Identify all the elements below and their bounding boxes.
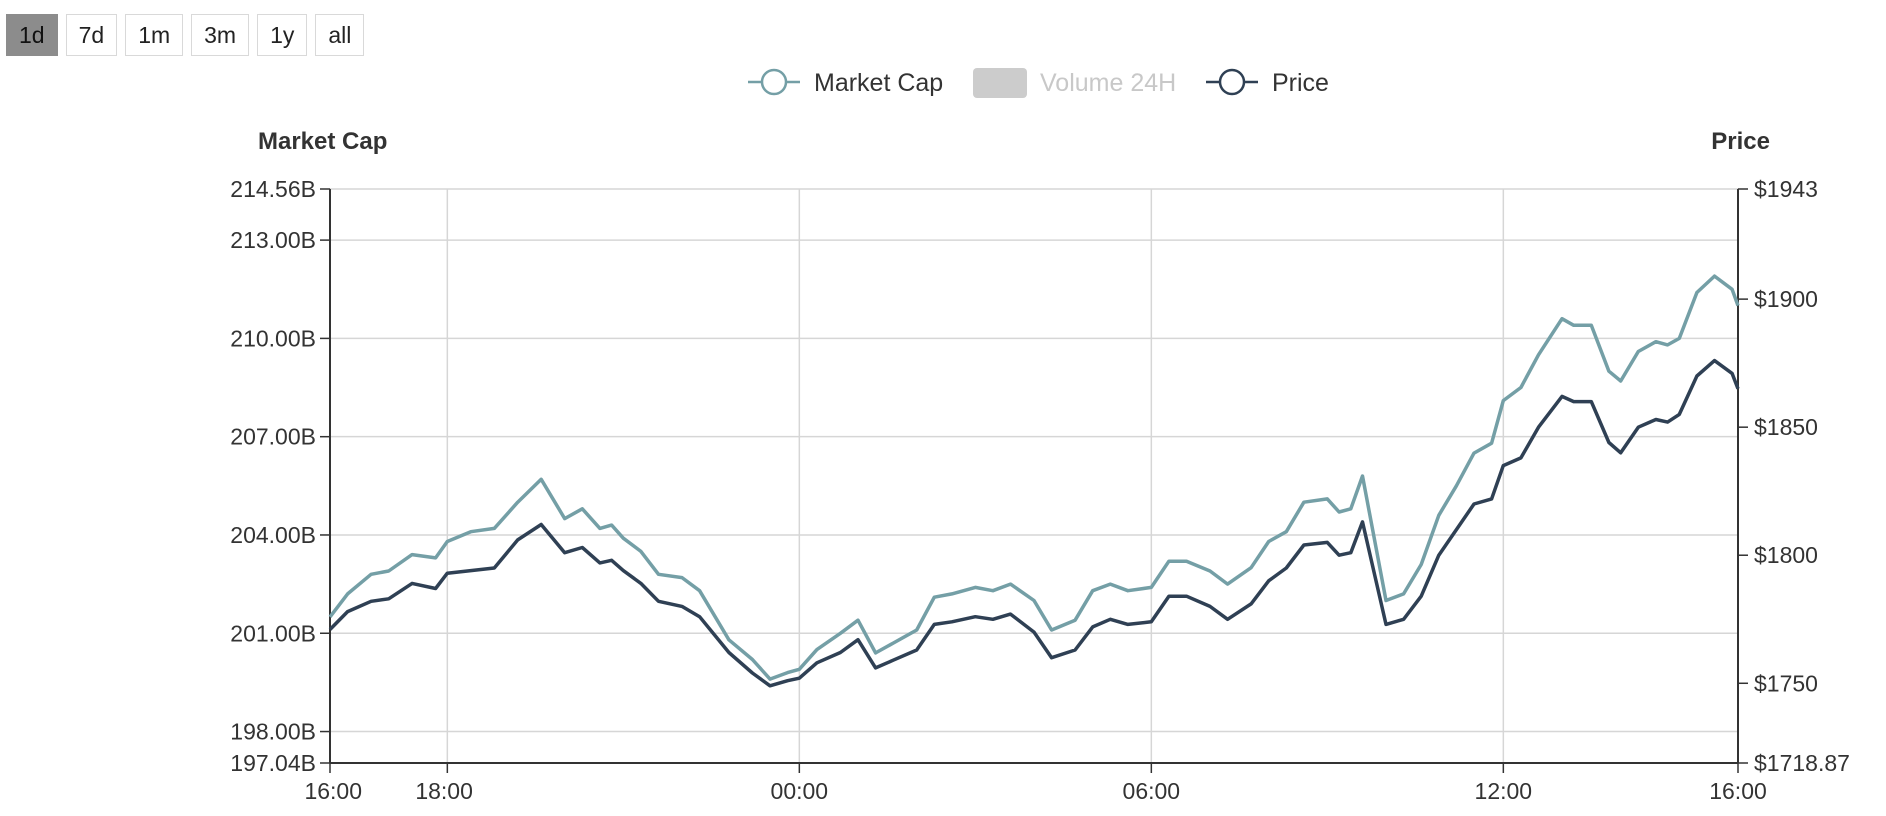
chart-legend: Market Cap Volume 24H Price <box>748 68 1329 98</box>
legend-label-market-cap: Market Cap <box>814 69 943 97</box>
x-axis: 16:00 18:00 00:00 06:00 12:00 16:00 <box>304 762 1767 804</box>
right-axis: $1718.87 $1750 $1800 $1850 $1900 $1943 <box>1737 176 1850 776</box>
range-7d-button[interactable]: 7d <box>65 14 118 56</box>
right-tick-label: $1850 <box>1754 414 1818 440</box>
left-axis-title: Market Cap <box>258 128 387 155</box>
chart-series <box>328 274 1740 688</box>
right-tick-label: $1718.87 <box>1754 750 1850 776</box>
range-1d-button[interactable]: 1d <box>6 14 58 56</box>
legend-item-market-cap[interactable]: Market Cap <box>748 68 943 97</box>
x-tick-label: 06:00 <box>1123 778 1181 804</box>
range-3m-button[interactable]: 3m <box>191 14 250 56</box>
market-cap-series-line <box>328 274 1740 681</box>
left-tick-label: 210.00B <box>230 325 316 351</box>
x-tick-label: 12:00 <box>1475 778 1533 804</box>
range-all-button[interactable]: all <box>315 14 365 56</box>
left-tick-label: 214.56B <box>230 176 316 202</box>
price-series-line <box>328 358 1740 688</box>
chart-grid <box>330 188 1738 764</box>
right-tick-label: $1900 <box>1754 286 1818 312</box>
legend-item-price[interactable]: Price <box>1206 68 1329 97</box>
x-tick-label: 16:00 <box>1709 778 1767 804</box>
left-tick-label: 201.00B <box>230 620 316 646</box>
left-tick-label: 198.00B <box>230 719 316 745</box>
left-axis: 197.04B 198.00B 201.00B 204.00B 207.00B 210.0… <box>230 176 331 776</box>
x-tick-label: 16:00 <box>304 778 362 804</box>
left-tick-label: 207.00B <box>230 424 316 450</box>
volume-legend-swatch <box>973 68 1027 98</box>
right-axis-title: Price <box>1711 128 1770 155</box>
time-range-selector: 1d 7d 1m 3m 1y all <box>6 14 365 56</box>
legend-label-volume: Volume 24H <box>1040 69 1176 97</box>
legend-item-volume[interactable]: Volume 24H <box>973 68 1176 98</box>
left-tick-label: 204.00B <box>230 522 316 548</box>
legend-label-price: Price <box>1272 69 1329 97</box>
left-tick-label: 213.00B <box>230 227 316 253</box>
x-tick-label: 18:00 <box>415 778 473 804</box>
market-cap-legend-marker <box>760 68 788 96</box>
left-tick-label: 197.04B <box>230 750 316 776</box>
range-1m-button[interactable]: 1m <box>125 14 184 56</box>
right-tick-label: $1750 <box>1754 670 1818 696</box>
x-tick-label: 00:00 <box>771 778 829 804</box>
right-tick-label: $1943 <box>1754 176 1818 202</box>
range-1y-button[interactable]: 1y <box>257 14 308 56</box>
price-legend-marker <box>1218 68 1246 96</box>
right-tick-label: $1800 <box>1754 542 1818 568</box>
